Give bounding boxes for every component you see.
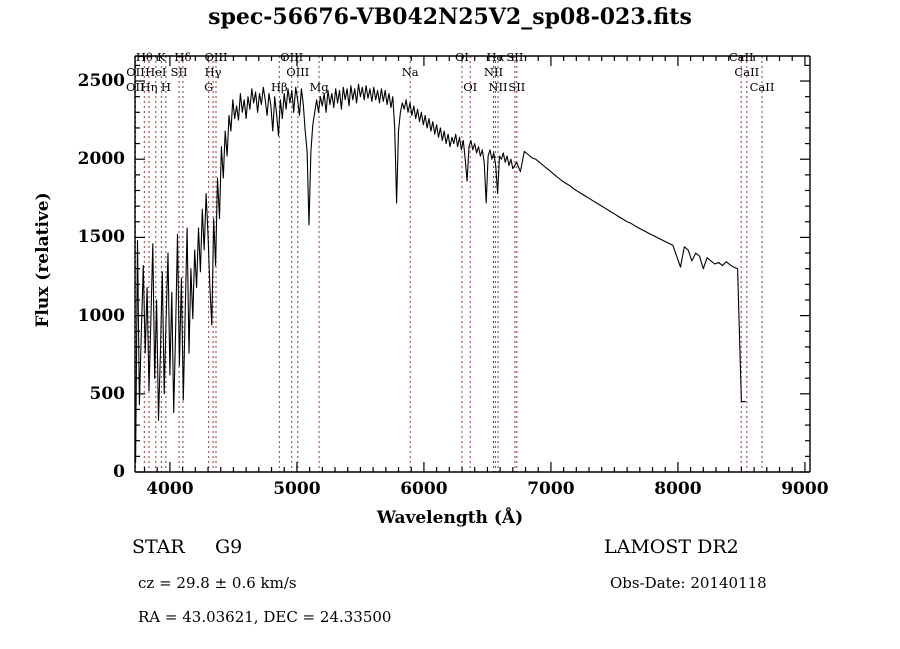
spectral-class-label: G9 [215,536,243,558]
axis-frame [134,55,811,473]
x-tick-label: 6000 [400,479,448,499]
line-label-oi: OI [463,80,478,94]
x-tick-label: 7000 [527,479,575,499]
plot-canvas [134,55,811,473]
line-label-caii: CaII [749,80,775,94]
line-label-oii: OII [126,80,145,94]
x-tick-label: 4000 [146,479,194,499]
line-label-oii: OII [126,65,145,79]
y-tick-label: 2500 [77,71,125,91]
line-label-oi: OI [455,50,469,64]
line-label-mg: Mg [309,80,329,94]
y-axis-title: Flux (relative) [33,192,53,328]
line-label-h: Hα [486,50,505,64]
x-tick-label: 9000 [781,479,829,499]
cz-value: cz = 29.8 ± 0.6 km/s [138,574,297,592]
x-tick-label: 8000 [654,479,702,499]
x-tick-label: 5000 [273,479,321,499]
y-tick-label: 1000 [77,305,125,326]
line-label-caii: CaII [734,65,760,79]
line-label-na: Na [401,65,419,79]
line-label-oiii: OIII [280,50,304,64]
line-label-h: Hδ [174,50,192,64]
survey-label: LAMOST DR2 [604,536,739,558]
line-label-h: Hη [140,80,158,94]
line-label-oiii: OIII [286,65,310,79]
object-type-label: STAR [132,536,185,558]
y-tick-label: 0 [113,462,125,482]
line-label-oiii: OIII [204,50,228,64]
line-label-k: K [157,50,166,64]
line-label-g: G [204,80,214,94]
spectrum-trace [135,83,746,464]
y-tick-label: 1500 [77,227,125,248]
line-label-caii: CaII [728,50,754,64]
line-label-sii: SII [170,65,188,79]
page-title: spec-56676-VB042N25V2_sp08-023.fits [208,4,692,30]
x-axis-title: Wavelength (Å) [376,508,524,528]
line-label-h: Hθ [135,50,153,64]
line-label-sii: SII [506,50,524,64]
coordinates-value: RA = 43.03621, DEC = 24.33500 [138,608,392,626]
obs-date-value: Obs-Date: 20140118 [610,574,767,592]
y-tick-label: 500 [89,383,126,404]
y-tick-label: 2000 [77,149,125,170]
line-label-h: Hγ [204,65,222,79]
line-label-h: H [160,80,171,94]
metadata-block: STAR G9 LAMOST DR2 cz = 29.8 ± 0.6 km/s … [0,530,900,640]
line-label-h: Hβ [270,80,288,94]
line-label-nii: NII [483,65,504,79]
line-label-sii: SII [508,80,526,94]
line-label-hei: HeI [145,65,167,79]
line-label-nii: NII [488,80,508,94]
